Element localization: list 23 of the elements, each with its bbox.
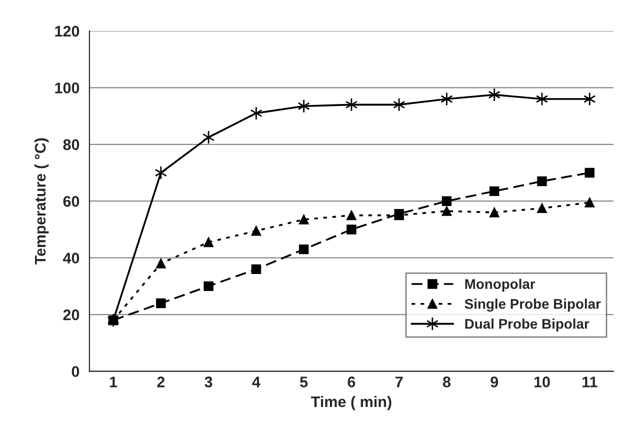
x-tick-label: 6 bbox=[348, 376, 356, 388]
legend-label: Single Probe Bipolar bbox=[464, 298, 601, 312]
x-tick-label: 4 bbox=[252, 376, 260, 388]
x-tick-label: 1 bbox=[110, 376, 118, 388]
y-tick-label: 100 bbox=[55, 82, 80, 94]
y-tick-label: 40 bbox=[62, 252, 80, 264]
x-tick-label: 8 bbox=[442, 376, 450, 388]
y-axis-title: Temperature ( °C) bbox=[34, 138, 49, 265]
x-tick-label: 7 bbox=[395, 376, 403, 388]
x-tick-label: 9 bbox=[490, 376, 498, 388]
x-axis-title: Time ( min) bbox=[311, 396, 392, 410]
legend-label: Dual Probe Bipolar bbox=[465, 318, 590, 332]
x-tick-label: 2 bbox=[157, 376, 165, 388]
x-tick-label: 3 bbox=[204, 376, 212, 388]
x-tick-label: 11 bbox=[582, 376, 598, 388]
x-tick-label: 5 bbox=[300, 376, 308, 388]
y-tick-label: 0 bbox=[72, 366, 80, 377]
y-tick-label: 120 bbox=[55, 26, 80, 37]
legend-label: Monopolar bbox=[465, 278, 536, 292]
y-tick-label: 20 bbox=[63, 309, 80, 320]
x-tick-label: 10 bbox=[534, 376, 550, 388]
y-tick-label: 60 bbox=[63, 196, 80, 207]
y-tick-label: 80 bbox=[63, 139, 80, 150]
